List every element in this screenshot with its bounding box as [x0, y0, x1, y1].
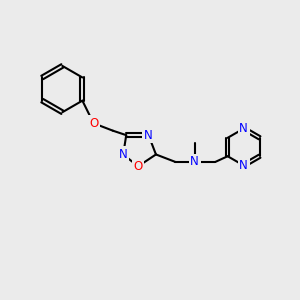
- Text: N: N: [239, 122, 248, 135]
- Text: N: N: [144, 129, 153, 142]
- Text: N: N: [239, 159, 248, 172]
- Text: N: N: [119, 148, 128, 161]
- Text: N: N: [190, 155, 199, 168]
- Text: O: O: [134, 160, 143, 173]
- Text: O: O: [89, 117, 98, 130]
